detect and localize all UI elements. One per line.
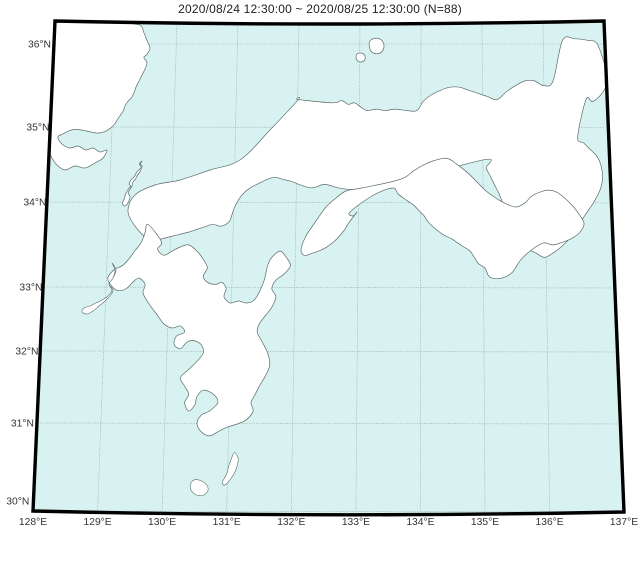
svg-text:135°E: 135°E	[471, 517, 499, 528]
svg-text:31°N: 31°N	[11, 419, 34, 430]
svg-text:133°E: 133°E	[342, 517, 370, 528]
svg-text:131°E: 131°E	[213, 517, 241, 528]
svg-text:33°N: 33°N	[19, 283, 42, 294]
svg-text:36°N: 36°N	[28, 40, 51, 51]
svg-text:129°E: 129°E	[84, 517, 112, 528]
svg-text:137°E: 137°E	[610, 517, 638, 528]
svg-text:30°N: 30°N	[6, 497, 29, 508]
svg-text:134°E: 134°E	[406, 517, 434, 528]
svg-text:34°N: 34°N	[23, 198, 46, 209]
svg-text:32°N: 32°N	[15, 347, 38, 358]
svg-text:132°E: 132°E	[277, 517, 305, 528]
svg-text:136°E: 136°E	[536, 517, 564, 528]
svg-text:128°E: 128°E	[19, 517, 47, 528]
svg-text:35°N: 35°N	[26, 123, 49, 134]
svg-text:130°E: 130°E	[148, 517, 176, 528]
